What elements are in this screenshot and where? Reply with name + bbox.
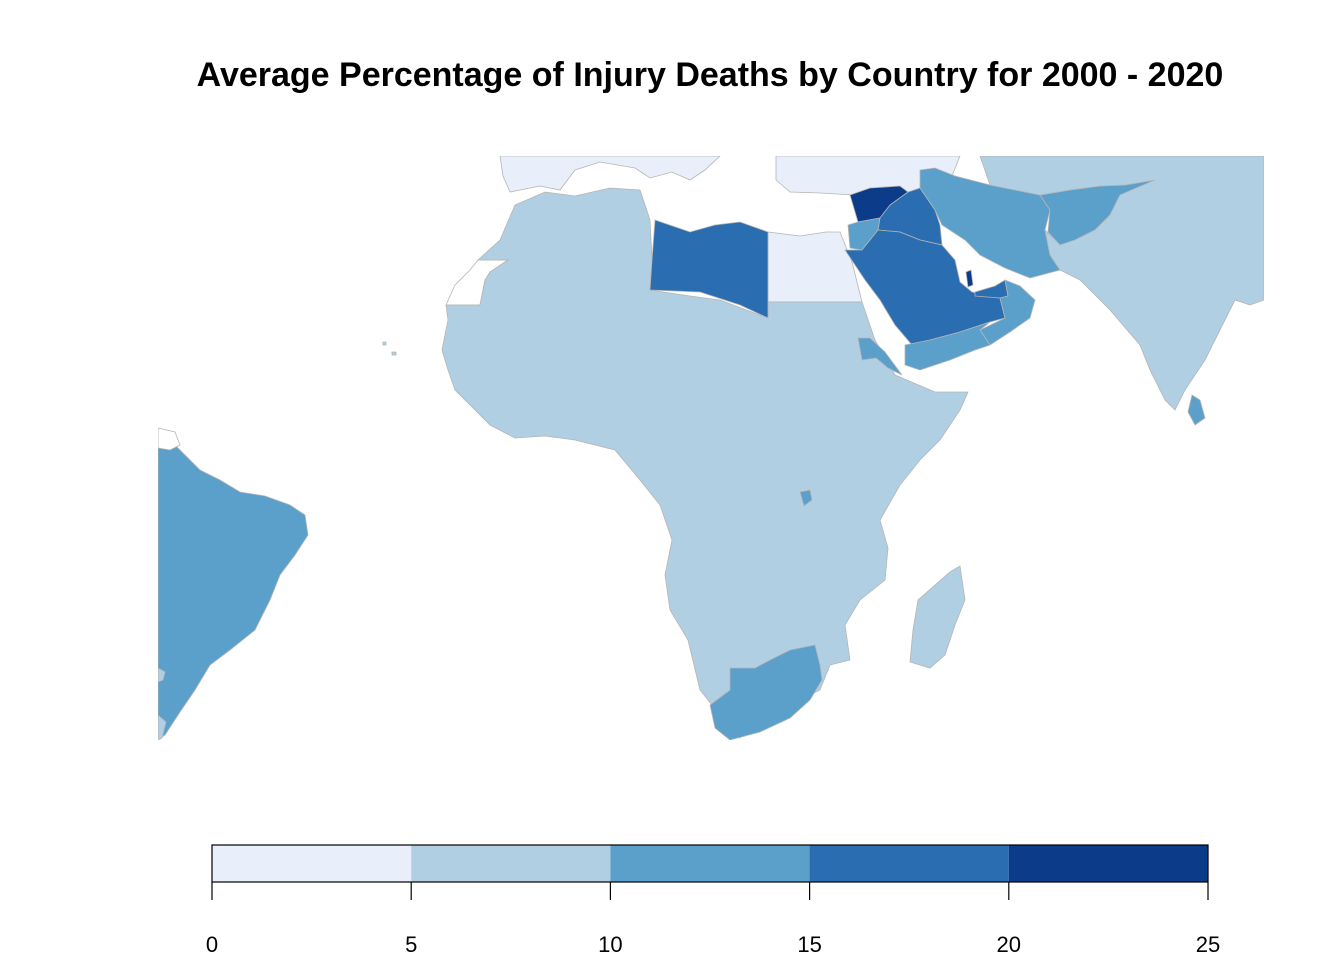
legend-tick-label-5: 25: [1196, 932, 1220, 957]
region-eritrea: [857, 337, 903, 376]
legend-bins: [211, 844, 1209, 883]
region-brazil: [158, 427, 309, 740]
region-argentina-edge: [158, 714, 167, 740]
choropleth-map: [158, 156, 1264, 740]
region-uruguay: [158, 667, 166, 683]
legend-tick-label-1: 5: [405, 932, 417, 957]
region-qatar: [965, 269, 974, 288]
legend-bin-0: [212, 845, 412, 882]
region-africa: [441, 187, 969, 739]
legend-frame: [211, 844, 1209, 883]
legend-bin-1: [411, 845, 611, 882]
region-sri-lanka: [1187, 394, 1206, 426]
legend-tick-label-2: 10: [598, 932, 622, 957]
region-burundi: [799, 489, 813, 507]
legend-bin-4: [1008, 845, 1208, 882]
legend-tick-label-0: 0: [206, 932, 218, 957]
map-title: Average Percentage of Injury Deaths by C…: [196, 56, 1224, 94]
region-libya: [649, 219, 769, 319]
region-yemen: [904, 321, 991, 371]
region-madagascar: [909, 565, 966, 669]
legend-ticks: 0 5 10 15 20 25: [206, 882, 1220, 957]
legend-tick-label-4: 20: [997, 932, 1021, 957]
region-central-south-asia: [979, 156, 1264, 411]
region-cape-verde: [382, 341, 397, 356]
legend-bin-3: [809, 845, 1009, 882]
region-south-africa: [709, 644, 823, 740]
legend-bin-2: [610, 845, 810, 882]
region-guyana-gap: [158, 427, 181, 451]
region-uae: [974, 279, 1009, 299]
legend-tick-label-3: 15: [797, 932, 821, 957]
region-egypt: [767, 231, 863, 303]
